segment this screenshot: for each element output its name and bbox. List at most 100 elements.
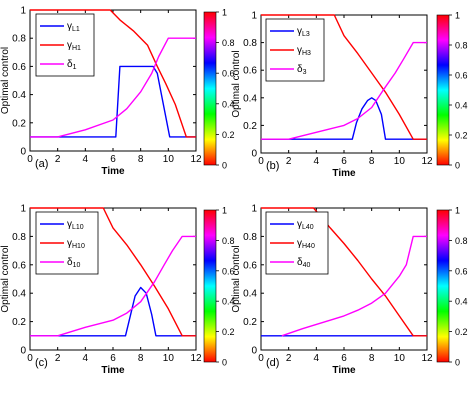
x-tick-label: 4 [83, 154, 89, 165]
y-tick-label: 0.4 [12, 289, 26, 300]
x-axis-label: Time [101, 166, 125, 177]
x-tick-label: 12 [421, 353, 433, 364]
x-tick-label: 10 [394, 353, 406, 364]
x-tick-label: 10 [163, 154, 175, 165]
y-tick-label: 1 [20, 204, 26, 215]
colorbar-tick-label: 0.8 [222, 38, 235, 48]
x-tick-label: 2 [55, 353, 61, 364]
x-axis-label: Time [101, 365, 125, 376]
legend-subscript: L10 [72, 224, 84, 231]
legend-symbol: γ [67, 40, 72, 51]
series-line-γH1 [30, 9, 196, 138]
y-tick-label: 0.2 [12, 317, 26, 328]
colorbar-tick-label: 0.6 [222, 69, 235, 79]
y-tick-label: 0.6 [243, 260, 257, 271]
colorbar-strip [203, 209, 217, 363]
y-tick-label: 1 [251, 204, 257, 215]
legend-subscript: H40 [302, 243, 315, 250]
series-line-δ1 [30, 37, 196, 138]
x-tick-label: 0 [258, 353, 264, 364]
legend-entry: δ3 [297, 64, 307, 76]
colorbar-tick-label: 0.8 [222, 236, 235, 246]
series-line-γL3 [261, 97, 427, 140]
legend-symbol: δ [297, 64, 303, 75]
x-tick-label: 8 [369, 353, 375, 364]
legend-symbol: δ [67, 59, 73, 70]
x-tick-label: 8 [138, 353, 144, 364]
x-tick-label: 6 [110, 154, 116, 165]
y-tick-label: 0 [20, 147, 26, 158]
legend-entry: γH1 [67, 40, 81, 52]
x-tick-label: 6 [341, 156, 347, 167]
y-tick-label: 0.6 [12, 260, 26, 271]
y-tick-label: 0.4 [12, 90, 26, 101]
x-tick-label: 2 [286, 156, 292, 167]
x-tick-label: 8 [369, 156, 375, 167]
legend-entry: γL40 [297, 219, 314, 231]
y-tick-label: 0 [251, 346, 257, 357]
x-axis-label: Time [332, 168, 356, 179]
colorbar-tick-label: 0.4 [455, 101, 468, 111]
colorbar-strip [436, 14, 450, 166]
colorbar-tick-label: 0.6 [222, 266, 235, 276]
colorbar-tick-label: 1 [222, 206, 227, 216]
x-tick-label: 2 [55, 154, 61, 165]
legend-symbol: γ [67, 238, 72, 249]
colorbar-tick-label: 0 [222, 358, 227, 368]
series-line-δ10 [30, 235, 196, 337]
legend-symbol: γ [67, 21, 72, 32]
legend-entry: γH40 [297, 238, 315, 250]
x-tick-label: 4 [83, 353, 89, 364]
series-line-γH3 [261, 14, 427, 140]
colorbar-tick-label: 0.2 [455, 327, 468, 337]
colorbar: 0 0.2 0.4 0.6 0.8 1 [436, 206, 468, 368]
y-tick-label: 0 [251, 149, 257, 160]
legend-symbol: γ [297, 45, 302, 56]
series-line-γH10 [30, 207, 196, 337]
colorbar-tick-label: 0.4 [222, 99, 235, 109]
x-tick-label: 6 [110, 353, 116, 364]
legend-entry: γL1 [67, 21, 80, 33]
series-line-δ40 [281, 235, 427, 337]
y-axis-label: Optimal control [0, 245, 11, 312]
y-tick-label: 0.2 [243, 121, 257, 132]
colorbar-tick-label: 1 [222, 8, 227, 18]
x-tick-label: 12 [190, 353, 202, 364]
colorbar-tick-label: 0.4 [222, 297, 235, 307]
x-tick-label: 6 [341, 353, 347, 364]
series-line-δ3 [261, 41, 427, 140]
colorbar-tick-label: 0 [455, 358, 460, 368]
x-tick-label: 2 [286, 353, 292, 364]
y-tick-label: 0.8 [12, 232, 26, 243]
x-tick-label: 4 [314, 353, 320, 364]
series-line-γL1 [30, 65, 196, 138]
legend-subscript: H1 [72, 45, 81, 52]
legend-subscript: H10 [72, 243, 85, 250]
y-axis-label: Optimal control [231, 50, 242, 117]
legend-symbol: δ [297, 257, 303, 268]
colorbar: 0 0.2 0.4 0.6 0.8 1 [203, 206, 235, 368]
legend-subscript: L40 [302, 224, 314, 231]
colorbar-tick-label: 0.2 [455, 131, 468, 141]
panel-label: (c) [35, 357, 48, 369]
colorbar-tick-label: 0.6 [455, 71, 468, 81]
colorbar-tick-label: 0.8 [455, 236, 468, 246]
x-tick-label: 12 [421, 156, 433, 167]
legend-symbol: γ [297, 219, 302, 230]
legend-entry: δ10 [67, 257, 80, 269]
x-tick-label: 12 [190, 154, 202, 165]
x-axis-label: Time [332, 365, 356, 376]
colorbar-tick-label: 0.4 [455, 297, 468, 307]
legend-subscript: 3 [303, 69, 307, 76]
colorbar-tick-label: 0.6 [455, 266, 468, 276]
panel-label: (d) [266, 357, 279, 369]
x-tick-label: 0 [27, 154, 33, 165]
x-tick-label: 4 [314, 156, 320, 167]
colorbar-tick-label: 1 [455, 206, 460, 216]
y-tick-label: 0.4 [243, 289, 257, 300]
legend-symbol: γ [297, 26, 302, 37]
